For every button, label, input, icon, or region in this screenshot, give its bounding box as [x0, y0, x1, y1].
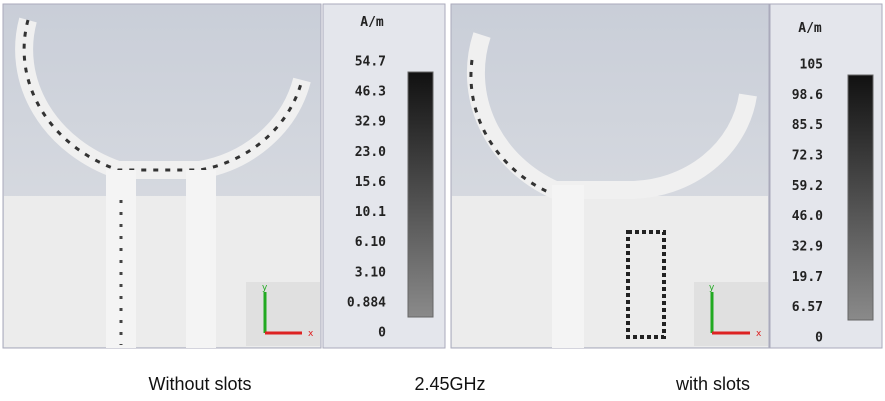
scale-label: 59.2	[792, 179, 823, 194]
unit-label: A/m	[360, 15, 384, 30]
caption-center: 2.45GHz	[414, 374, 485, 394]
scale-label: 0	[815, 331, 823, 346]
caption-left: Without slots	[148, 374, 251, 394]
scale-label: 19.7	[792, 270, 823, 285]
scale-label: 6.57	[792, 300, 823, 315]
right-feed	[552, 185, 584, 348]
scale-label: 85.5	[792, 118, 823, 133]
scale-label: 3.10	[355, 265, 386, 280]
axis-x-label: x	[308, 329, 314, 339]
scale-label: 10.1	[355, 205, 386, 220]
left-feed	[186, 170, 216, 348]
unit-label: A/m	[798, 21, 822, 36]
left-current-arrows	[22, 19, 304, 172]
scale-label: 32.9	[792, 240, 823, 255]
scale-label: 0.884	[347, 295, 386, 310]
scale-label: 6.10	[355, 235, 386, 250]
scale-label: 0	[378, 326, 386, 341]
colorbar	[847, 74, 874, 321]
axis-x-label: x	[756, 329, 762, 339]
caption-right: with slots	[675, 374, 750, 394]
axis-box	[694, 282, 768, 346]
scale-label: 15.6	[355, 175, 386, 190]
scale-label: 54.7	[355, 55, 386, 70]
scale-label: 105	[800, 58, 823, 73]
right-current-arrows	[469, 59, 556, 197]
axis-y-label: y	[709, 283, 715, 293]
colorbar	[407, 71, 434, 318]
scale-label: 32.9	[355, 115, 386, 130]
left-simulation: y x	[2, 3, 322, 349]
scale-label: 72.3	[792, 149, 823, 164]
slot-currents	[626, 230, 666, 339]
scale-label: 98.6	[792, 88, 823, 103]
scale-label: 46.3	[355, 85, 386, 100]
right-simulation: y x	[450, 3, 770, 349]
left-feed	[106, 170, 136, 348]
axis-y-label: y	[262, 283, 268, 293]
right-colorbar: A/m	[769, 3, 883, 349]
left-colorbar: A/m	[322, 3, 446, 349]
scale-label: 23.0	[355, 145, 386, 160]
axis-box	[246, 282, 320, 346]
scale-label: 46.0	[792, 209, 823, 224]
